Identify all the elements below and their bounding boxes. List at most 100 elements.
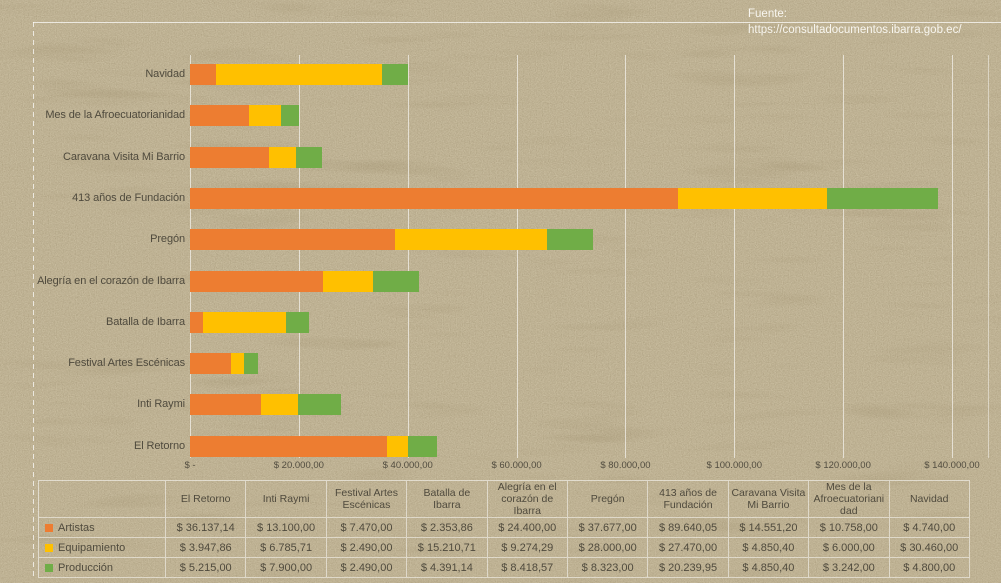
bar-segment-artistas bbox=[190, 435, 387, 457]
bar-segment-artistas bbox=[190, 394, 262, 416]
x-axis-tick-label: $ 140.000,00 bbox=[924, 460, 980, 471]
table-header-alegria-en-el-corazon-de-ibarra: Alegría en el corazón de Ibarra bbox=[487, 481, 568, 518]
x-axis-tick-label: $ - bbox=[184, 460, 196, 471]
category-label: Navidad bbox=[145, 68, 185, 80]
table-value-produccion-batalla-de-ibarra: $ 4.391,14 bbox=[407, 558, 488, 578]
legend-key-produccion: Producción bbox=[39, 558, 166, 578]
category-label: Alegría en el corazón de Ibarra bbox=[37, 274, 185, 287]
bar-segment-artistas bbox=[190, 187, 678, 209]
x-axis-tick-label: $ 100.000,00 bbox=[706, 460, 763, 471]
bar-segment-produccion bbox=[547, 229, 593, 251]
table-value-equipamiento-413-anos-de-fundacion: $ 27.470,00 bbox=[648, 538, 729, 558]
chart-frame-top-line bbox=[33, 22, 1001, 23]
table-value-artistas-mes-de-la-afroecuatorianidad: $ 10.758,00 bbox=[809, 518, 890, 538]
bar-segment-artistas bbox=[190, 146, 270, 168]
table-header-label: Mes de la Afroecuatorianidad bbox=[813, 481, 885, 517]
table-value-equipamiento-caravana-visita-mi-barrio: $ 4.850,40 bbox=[728, 538, 810, 558]
table-value-artistas-inti-raymi: $ 13.100,00 bbox=[246, 518, 327, 538]
data-table: El Retorno Inti Raymi Festival Artes Escén… bbox=[38, 480, 970, 578]
bar-row-inti-raymi bbox=[190, 394, 342, 416]
bar-row-alegria-en-el-corazon-de-ibarra bbox=[190, 270, 420, 292]
bar-segment-artistas bbox=[190, 311, 203, 333]
table-header-label: Navidad bbox=[909, 493, 949, 505]
legend-swatch-equipamiento bbox=[45, 543, 53, 552]
table-header-caravana-visita-mi-barrio: Caravana Visita Mi Barrio bbox=[728, 481, 810, 518]
legend-swatch-produccion bbox=[45, 563, 53, 572]
table-header-el-retorno: El Retorno bbox=[166, 481, 247, 518]
bar-row-batalla-de-ibarra bbox=[190, 311, 310, 333]
legend-label: Artistas bbox=[58, 521, 95, 534]
bar-segment-produccion bbox=[381, 64, 408, 85]
x-axis-tick-label: $ 120.000,00 bbox=[815, 460, 871, 471]
table-value-produccion-pregon: $ 8.323,00 bbox=[567, 558, 649, 578]
legend-label: Producción bbox=[58, 561, 114, 574]
gridline bbox=[734, 55, 736, 458]
category-label: Mes de la Afroecuatorianidad bbox=[45, 109, 185, 122]
category-label: Batalla de Ibarra bbox=[105, 315, 185, 328]
table-value-produccion-festival-artes-escenicas: $ 2.490,00 bbox=[326, 558, 408, 578]
table-value-equipamiento-alegria-en-el-corazon-de-ibarra: $ 9.274,29 bbox=[487, 538, 568, 558]
x-axis-tick-label: $ 80.000,00 bbox=[600, 460, 651, 471]
table-header-label: Pregón bbox=[590, 493, 625, 505]
gridline bbox=[298, 55, 300, 458]
table-value-artistas-navidad: $ 4.740,00 bbox=[889, 518, 970, 538]
bar-segment-equipamiento bbox=[230, 353, 245, 375]
bar-row-mes-de-la-afroecuatorianidad bbox=[190, 105, 299, 127]
table-value-artistas-caravana-visita-mi-barrio: $ 14.551,20 bbox=[728, 518, 810, 538]
bar-segment-produccion bbox=[285, 311, 310, 333]
bar-segment-equipamiento bbox=[202, 311, 286, 333]
bar-segment-produccion bbox=[281, 105, 299, 127]
table-header-mes-de-la-afroecuatorianidad: Mes de la Afroecuatorianidad bbox=[809, 481, 890, 518]
source-label: Fuente: bbox=[748, 8, 787, 20]
category-label: 413 años de Fundación bbox=[72, 191, 185, 204]
table-value-produccion-el-retorno: $ 5.215,00 bbox=[166, 558, 247, 578]
bar-segment-equipamiento bbox=[215, 64, 382, 85]
bar-row-navidad bbox=[190, 64, 408, 85]
bar-segment-produccion bbox=[408, 435, 437, 457]
table-value-equipamiento-mes-de-la-afroecuatorianidad: $ 6.000,00 bbox=[809, 538, 890, 558]
x-axis-tick-label: $ 20.000,00 bbox=[273, 460, 324, 471]
legend-key-artistas: Artistas bbox=[39, 518, 166, 538]
bar-segment-produccion bbox=[298, 394, 342, 416]
bar-row-413-anos-de-fundacion bbox=[190, 187, 938, 209]
bar-row-caravana-visita-mi-barrio bbox=[190, 146, 322, 168]
gridline bbox=[190, 55, 191, 458]
bar-segment-produccion bbox=[827, 187, 938, 209]
legend-swatch-artistas bbox=[45, 523, 53, 532]
table-value-artistas-pregon: $ 37.677,00 bbox=[567, 518, 649, 538]
table-header-pregon: Pregón bbox=[567, 481, 649, 518]
table-value-produccion-alegria-en-el-corazon-de-ibarra: $ 8.418,57 bbox=[487, 558, 568, 578]
bar-segment-equipamiento bbox=[269, 146, 296, 168]
bar-segment-equipamiento bbox=[248, 105, 282, 127]
chart-frame-left-dashed-line bbox=[33, 22, 34, 578]
bar-segment-equipamiento bbox=[322, 270, 374, 292]
bar-segment-equipamiento bbox=[386, 435, 409, 457]
source-note: Fuente: https://consultadocumentos.ibarr… bbox=[748, 6, 962, 38]
category-label: Festival Artes Escénicas bbox=[68, 357, 185, 370]
bar-segment-produccion bbox=[295, 146, 322, 168]
table-value-equipamiento-batalla-de-ibarra: $ 15.210,71 bbox=[407, 538, 488, 558]
bar-row-el-retorno bbox=[190, 435, 437, 457]
table-header-label: Caravana Visita Mi Barrio bbox=[731, 487, 806, 511]
table-value-equipamiento-navidad: $ 30.460,00 bbox=[889, 538, 970, 558]
legend-key-equipamiento: Equipamiento bbox=[39, 538, 166, 558]
bar-segment-artistas bbox=[190, 105, 249, 127]
bar-segment-artistas bbox=[190, 229, 396, 251]
bar-segment-produccion bbox=[373, 270, 420, 292]
table-value-equipamiento-festival-artes-escenicas: $ 2.490,00 bbox=[326, 538, 408, 558]
bar-segment-artistas bbox=[190, 270, 323, 292]
gridline bbox=[952, 55, 953, 458]
bar-row-festival-artes-escenicas bbox=[190, 353, 258, 375]
table-header-inti-raymi: Inti Raymi bbox=[246, 481, 327, 518]
gridline bbox=[407, 55, 409, 458]
chart-plot bbox=[190, 55, 953, 458]
table-value-produccion-413-anos-de-fundacion: $ 20.239,95 bbox=[648, 558, 729, 578]
gridline bbox=[843, 55, 845, 458]
table-header-label: Batalla de Ibarra bbox=[423, 487, 471, 511]
table-header-label: Alegría en el corazón de Ibarra bbox=[497, 481, 557, 517]
table-value-artistas-413-anos-de-fundacion: $ 89.640,05 bbox=[648, 518, 729, 538]
table-header-413-anos-de-fundacion: 413 años de Fundación bbox=[648, 481, 729, 518]
table-value-equipamiento-pregon: $ 28.000,00 bbox=[567, 538, 649, 558]
bar-segment-equipamiento bbox=[395, 229, 548, 251]
table-corner-cell bbox=[39, 481, 166, 518]
